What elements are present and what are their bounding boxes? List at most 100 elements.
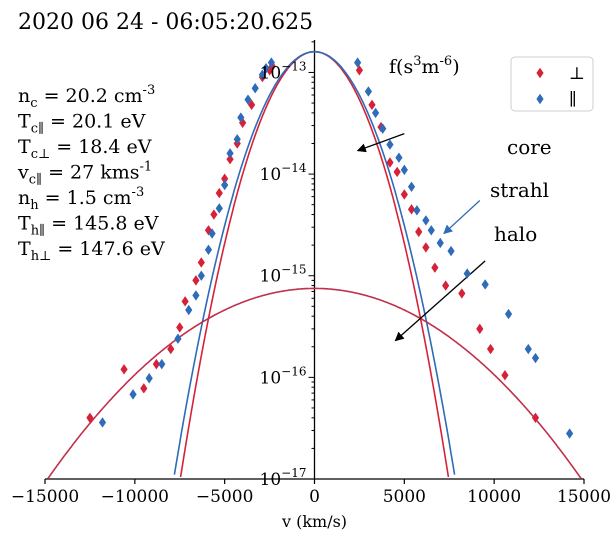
data-point xyxy=(524,343,532,355)
y-tick-label: 10−16 xyxy=(260,364,307,388)
data-point xyxy=(393,166,401,178)
data-point xyxy=(197,257,205,268)
legend-label: ⊥ xyxy=(569,64,585,84)
data-point xyxy=(371,107,380,119)
data-point xyxy=(192,275,200,286)
y-tick-label: 10−13 xyxy=(260,59,307,83)
x-tick-label: −5000 xyxy=(196,487,254,507)
data-point xyxy=(221,179,229,191)
data-point xyxy=(407,204,416,215)
parameter-line: Tc⊥ = 18.4 eV xyxy=(18,136,152,162)
data-point xyxy=(244,94,252,105)
data-point xyxy=(208,228,216,239)
data-point xyxy=(431,262,439,273)
data-point xyxy=(152,358,160,370)
data-point xyxy=(463,268,471,279)
data-point xyxy=(192,290,200,301)
data-point xyxy=(504,308,513,320)
data-point xyxy=(251,82,259,94)
data-point xyxy=(379,123,387,134)
data-point xyxy=(364,86,372,97)
data-point xyxy=(458,288,466,299)
data-point xyxy=(422,242,430,253)
fit-curve xyxy=(173,50,456,475)
data-point xyxy=(267,57,275,68)
data-point xyxy=(98,417,107,428)
x-tick-label: −15000 xyxy=(11,487,79,507)
data-point xyxy=(531,352,540,364)
data-point xyxy=(386,157,394,168)
legend-marker xyxy=(536,67,544,79)
chart-text: −15000 −10000 −5000 0 5000 10000 15000 v (km/s)… xyxy=(11,54,611,531)
legend: ⊥∥ xyxy=(510,56,594,112)
data-point xyxy=(486,343,495,355)
data-point xyxy=(226,148,234,159)
data-point xyxy=(167,343,175,355)
data-marks xyxy=(86,57,574,439)
x-tick-label: 10000 xyxy=(467,487,521,507)
data-point xyxy=(215,203,223,214)
annotation-label: halo xyxy=(494,222,537,246)
annotation-arrow xyxy=(356,133,405,153)
data-point xyxy=(158,358,166,370)
data-point xyxy=(481,279,489,290)
data-point xyxy=(210,209,218,220)
data-point xyxy=(400,189,408,200)
data-point xyxy=(258,69,266,80)
data-point xyxy=(233,134,241,145)
data-point xyxy=(129,389,137,400)
data-point xyxy=(501,370,509,381)
data-point xyxy=(442,280,450,291)
legend-label: ∥ xyxy=(569,90,577,110)
y-tick-label: 10−17 xyxy=(260,466,307,490)
data-point xyxy=(140,383,148,394)
data-point xyxy=(400,164,408,176)
fit-curve xyxy=(47,287,582,480)
data-point xyxy=(248,99,256,111)
data-point xyxy=(221,173,229,184)
x-tick-label: −10000 xyxy=(101,487,169,507)
y-tick-label: 10−15 xyxy=(260,263,307,287)
data-point xyxy=(415,226,423,238)
x-tick-label: 0 xyxy=(309,487,320,507)
data-point xyxy=(395,152,403,163)
data-point xyxy=(197,270,205,281)
parameter-line: Tc∥ = 20.1 eV xyxy=(18,111,146,137)
y-tick-label: 10−14 xyxy=(260,161,307,185)
x-tick-label: 5000 xyxy=(383,487,426,507)
annotation-arrow xyxy=(443,199,481,235)
data-point xyxy=(215,187,223,199)
data-point xyxy=(185,304,193,316)
x-tick-label: 15000 xyxy=(557,487,611,507)
data-point xyxy=(531,412,540,424)
annotation-label: strahl xyxy=(490,178,549,202)
data-point xyxy=(354,57,362,68)
data-point xyxy=(262,63,270,74)
data-point xyxy=(386,139,394,150)
y-axis-label: f(s3m-6) xyxy=(389,54,460,78)
data-point xyxy=(226,154,234,165)
data-point xyxy=(422,215,430,226)
annotation-label: core xyxy=(507,135,552,159)
plot-area xyxy=(44,40,585,484)
data-point xyxy=(237,112,245,123)
data-point xyxy=(447,245,455,257)
data-point xyxy=(204,244,213,255)
parameter-line: nc = 20.2 cm-3 xyxy=(18,83,155,111)
chart-title: 2020 06 24 - 06:05:20.625 xyxy=(18,10,313,35)
data-point xyxy=(476,323,484,335)
legend-box xyxy=(510,56,594,112)
parameter-line: Th∥ = 145.8 eV xyxy=(18,213,159,239)
data-point xyxy=(174,333,182,344)
legend-marker xyxy=(536,93,544,105)
data-point xyxy=(368,99,376,111)
data-point xyxy=(427,225,435,236)
data-point xyxy=(407,181,416,192)
parameter-line: Th⊥ = 147.6 eV xyxy=(18,238,165,264)
data-point xyxy=(436,237,444,249)
data-point xyxy=(145,373,153,384)
x-axis-label: v (km/s) xyxy=(281,512,347,531)
parameter-line: nh = 1.5 cm-3 xyxy=(18,185,144,213)
data-point xyxy=(566,428,574,439)
